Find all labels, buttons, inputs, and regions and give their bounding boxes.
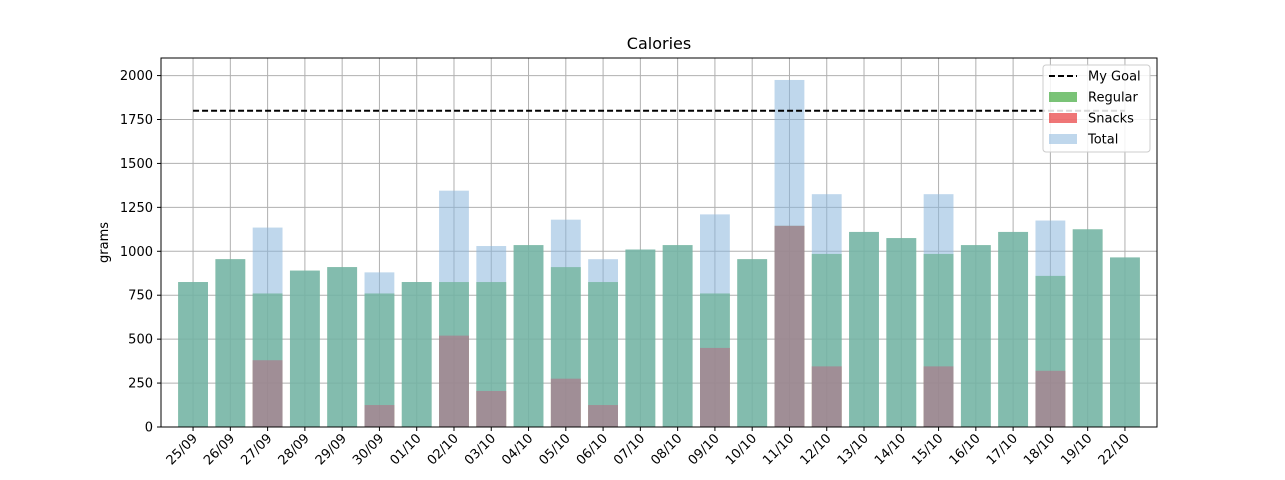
total-bar bbox=[923, 194, 954, 427]
total-bar bbox=[1110, 257, 1140, 427]
y-tick-label: 2000 bbox=[120, 69, 153, 84]
x-tick-label: 18/10 bbox=[1021, 431, 1058, 468]
total-bar bbox=[364, 272, 395, 427]
chart-title: Calories bbox=[627, 34, 691, 53]
total-bar bbox=[252, 227, 283, 427]
legend-total-label: Total bbox=[1087, 133, 1118, 148]
y-tick-label: 750 bbox=[128, 289, 153, 304]
y-tick-label: 0 bbox=[145, 421, 153, 436]
legend-regular-label: Regular bbox=[1088, 91, 1139, 106]
bars bbox=[178, 79, 1140, 427]
x-tick-label: 10/10 bbox=[723, 431, 760, 468]
x-tick-label: 01/10 bbox=[387, 431, 424, 468]
x-tick-label: 06/10 bbox=[574, 431, 611, 468]
total-bar bbox=[289, 270, 320, 427]
plot-frame bbox=[160, 57, 1158, 428]
total-bar bbox=[439, 190, 469, 427]
x-tick-label: 28/09 bbox=[276, 431, 313, 468]
total-bar bbox=[1035, 220, 1066, 427]
x-tick-label: 11/10 bbox=[760, 431, 797, 468]
x-tick-label: 12/10 bbox=[797, 431, 834, 468]
y-tick-label: 500 bbox=[128, 333, 153, 348]
legend: My Goal Regular Snacks Total bbox=[1042, 64, 1151, 153]
total-bar bbox=[1072, 229, 1103, 427]
total-bar bbox=[550, 219, 581, 427]
x-tick-label: 25/09 bbox=[164, 431, 201, 468]
y-tick-label: 1750 bbox=[120, 113, 153, 128]
x-tick-label: 26/09 bbox=[201, 431, 238, 468]
legend-goal-label: My Goal bbox=[1088, 70, 1141, 85]
total-bar bbox=[588, 259, 618, 427]
x-tick-label: 19/10 bbox=[1058, 431, 1095, 468]
x-tick-label: 04/10 bbox=[499, 431, 536, 468]
x-tick-label: 02/10 bbox=[425, 431, 462, 468]
total-bar bbox=[178, 282, 208, 427]
x-tick-label: 07/10 bbox=[611, 431, 648, 468]
total-bar bbox=[998, 231, 1029, 427]
total-bar bbox=[849, 231, 879, 427]
total-bar bbox=[327, 267, 358, 427]
x-tick-label: 27/09 bbox=[238, 431, 275, 468]
x-tick-label: 16/10 bbox=[947, 431, 984, 468]
total-bar bbox=[811, 194, 842, 427]
total-bar bbox=[476, 246, 507, 427]
x-tick-label: 03/10 bbox=[462, 431, 499, 468]
x-tick-label: 15/10 bbox=[909, 431, 946, 468]
total-bar bbox=[886, 238, 917, 427]
x-tick-label: 17/10 bbox=[984, 431, 1021, 468]
legend-snacks-swatch bbox=[1049, 113, 1077, 123]
y-tick-label: 1250 bbox=[120, 201, 153, 216]
legend-box bbox=[1042, 64, 1151, 153]
legend-total-swatch bbox=[1049, 134, 1077, 144]
y-tick-label: 1500 bbox=[120, 157, 153, 172]
y-axis-label: grams bbox=[97, 222, 112, 263]
x-tick-label: 30/09 bbox=[350, 431, 387, 468]
total-bar bbox=[774, 79, 805, 427]
total-bar bbox=[625, 249, 656, 427]
x-tick-label: 05/10 bbox=[537, 431, 574, 468]
total-bar bbox=[401, 282, 432, 427]
legend-regular-swatch bbox=[1049, 92, 1077, 102]
x-tick-label: 14/10 bbox=[872, 431, 909, 468]
total-bar bbox=[700, 214, 730, 427]
x-tick-label: 09/10 bbox=[686, 431, 723, 468]
total-bar bbox=[737, 259, 768, 427]
y-tick-label: 250 bbox=[128, 377, 153, 392]
x-tick-label: 13/10 bbox=[835, 431, 872, 468]
x-tick-label: 29/09 bbox=[313, 431, 350, 468]
x-tick-label: 22/10 bbox=[1096, 431, 1133, 468]
x-tick-label: 08/10 bbox=[648, 431, 685, 468]
total-bar bbox=[513, 245, 544, 427]
y-tick-label: 1000 bbox=[120, 245, 153, 260]
total-bar bbox=[215, 259, 246, 427]
legend-snacks-label: Snacks bbox=[1088, 112, 1134, 127]
total-bar bbox=[960, 245, 991, 427]
total-bar bbox=[662, 245, 693, 427]
